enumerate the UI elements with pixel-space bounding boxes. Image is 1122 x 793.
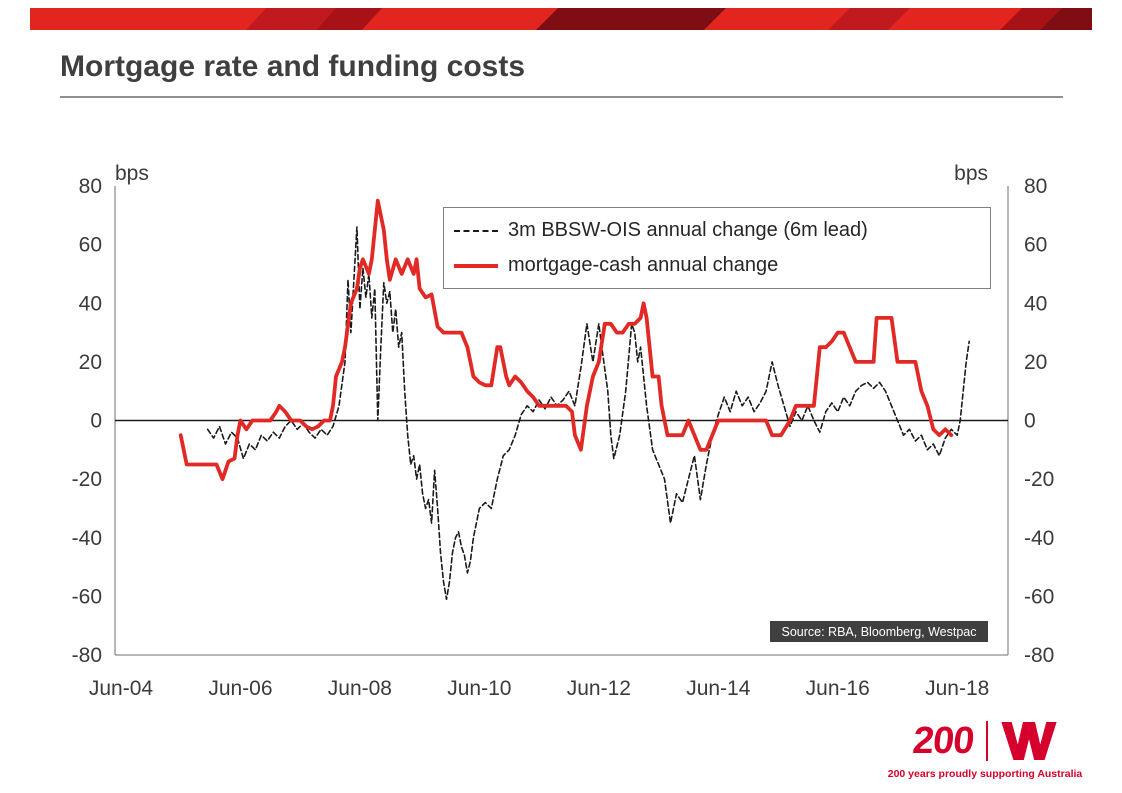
y-tick-label-left: 80: [79, 175, 102, 198]
y-tick-label-right: 40: [1024, 292, 1047, 315]
y-tick-label-right: 60: [1024, 234, 1047, 257]
y-tick-label-right: -60: [1024, 585, 1054, 608]
chart-area: 80 80 60 60 40 40 20 20 0 0 -20 -20 -40 -40 -60 -60 -80 -…: [30, 150, 1092, 730]
dashed-line-sample: [454, 229, 498, 232]
title-divider: [60, 96, 1063, 98]
x-tick-label: Jun-04: [89, 677, 154, 700]
y-tick-label-right: -40: [1024, 527, 1054, 550]
y-tick-label-left: 20: [79, 351, 102, 374]
x-tick-label: Jun-06: [208, 677, 272, 700]
y-tick-label-left: -40: [72, 527, 102, 550]
page-title: Mortgage rate and funding costs: [60, 50, 526, 83]
chart-legend: 3m BBSW-OIS annual change (6m lead) mort…: [443, 207, 991, 289]
banner-segment: [316, 8, 382, 30]
unit-label-left: bps: [115, 162, 149, 185]
y-tick-label-right: 80: [1024, 175, 1047, 198]
legend-label-bbsw: 3m BBSW-OIS annual change (6m lead): [508, 219, 868, 241]
y-tick-label-left: 60: [79, 234, 102, 257]
legend-label-mortgage: mortgage-cash annual change: [508, 254, 779, 276]
y-tick-label-left: -20: [72, 468, 102, 491]
x-tick-label: Jun-10: [447, 677, 511, 700]
brand-200-mark: 200: [910, 720, 976, 762]
brand-divider: [986, 721, 989, 761]
series-line-1: [178, 198, 954, 482]
x-tick-label: Jun-18: [925, 677, 989, 700]
legend-item-bbsw: 3m BBSW-OIS annual change (6m lead): [454, 215, 980, 246]
y-tick-label-left: 0: [90, 410, 102, 433]
top-banner: [30, 8, 1092, 30]
y-tick-label-left: 40: [79, 292, 102, 315]
x-tick-label: Jun-12: [567, 677, 631, 700]
source-note: Source: RBA, Bloomberg, Westpac: [770, 621, 988, 642]
banner-segment: [828, 8, 910, 30]
legend-item-mortgage: mortgage-cash annual change: [454, 250, 980, 281]
banner-segment: [536, 8, 726, 30]
x-tick-label: Jun-16: [806, 677, 870, 700]
x-tick-label: Jun-14: [686, 677, 751, 700]
brand-footer: 200 200 years proudly supporting Austral…: [878, 719, 1092, 780]
y-tick-label-left: -60: [72, 585, 102, 608]
y-tick-label-left: -80: [72, 644, 102, 667]
y-tick-label-right: -80: [1024, 644, 1054, 667]
banner-segment: [1040, 8, 1092, 30]
x-tick-label: Jun-08: [328, 677, 392, 700]
brand-tagline: 200 years proudly supporting Australia: [887, 768, 1083, 780]
chart-svg: 80 80 60 60 40 40 20 20 0 0 -20 -20 -40 -40 -60 -60 -80 -…: [72, 162, 1055, 700]
westpac-w-icon: [1001, 722, 1057, 760]
y-tick-label-right: -20: [1024, 468, 1054, 491]
y-tick-label-right: 0: [1024, 410, 1036, 433]
red-line-sample: [454, 263, 498, 268]
brand-logo-row: 200: [878, 719, 1092, 763]
y-tick-label-right: 20: [1024, 351, 1047, 374]
banner-segment: [246, 8, 336, 30]
unit-label-right: bps: [954, 162, 988, 185]
